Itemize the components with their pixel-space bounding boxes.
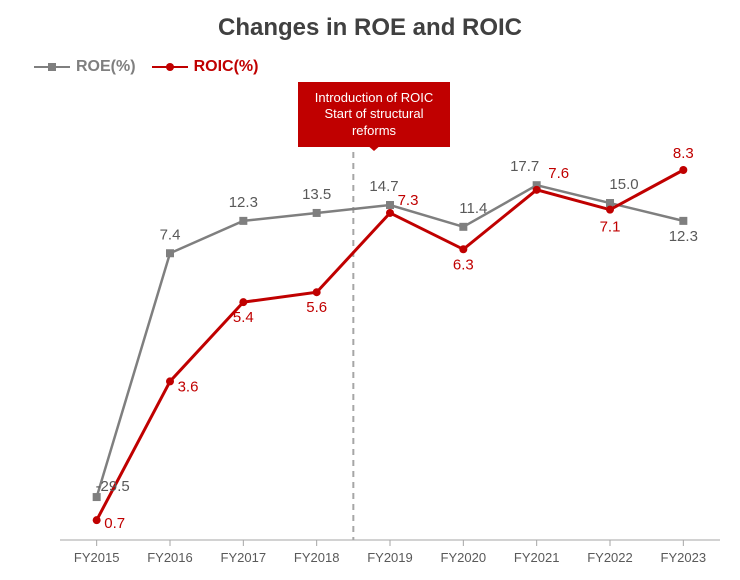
x-axis-label: FY2019 — [367, 550, 413, 565]
x-axis-label: FY2022 — [587, 550, 633, 565]
x-axis-label: FY2021 — [514, 550, 560, 565]
marker-circle — [533, 186, 541, 194]
marker-circle — [459, 245, 467, 253]
data-label: 7.1 — [600, 219, 621, 236]
marker-square — [313, 209, 321, 217]
x-axis-label: FY2018 — [294, 550, 340, 565]
data-label: 8.3 — [673, 145, 694, 162]
x-axis-label: FY2017 — [221, 550, 267, 565]
data-label: 11.4 — [459, 200, 487, 217]
marker-square — [679, 217, 687, 225]
marker-circle — [166, 377, 174, 385]
data-label: 14.7 — [369, 178, 398, 195]
data-label: 15.0 — [609, 176, 638, 193]
marker-circle — [679, 166, 687, 174]
data-label: 3.6 — [178, 378, 199, 395]
marker-circle — [93, 516, 101, 524]
chart-svg: FY2015 FY2016 FY2017 FY2018 FY2019 FY2020 FY20… — [0, 0, 740, 580]
data-label: 12.3 — [669, 228, 698, 245]
data-label: 17.7 — [510, 158, 539, 175]
x-axis-label: FY2023 — [661, 550, 707, 565]
data-label: 7.4 — [160, 226, 181, 243]
marker-square — [239, 217, 247, 225]
marker-square — [459, 223, 467, 231]
data-label: 0.7 — [104, 515, 125, 532]
data-label: -29.5 — [96, 478, 130, 495]
data-label: 7.3 — [398, 192, 419, 209]
x-axis-label: FY2015 — [74, 550, 120, 565]
marker-square — [166, 249, 174, 257]
data-label: 6.3 — [453, 256, 474, 273]
marker-circle — [313, 288, 321, 296]
data-label: 7.6 — [548, 165, 569, 182]
x-axis-label: FY2020 — [441, 550, 487, 565]
marker-circle — [386, 209, 394, 217]
marker-circle — [239, 298, 247, 306]
marker-square — [386, 201, 394, 209]
chart-container: { "chart": { "type": "line", "title": "C… — [0, 0, 740, 580]
series-line — [97, 185, 684, 497]
data-label: 5.6 — [306, 299, 327, 316]
series-line — [97, 170, 684, 520]
marker-circle — [606, 206, 614, 214]
data-label: 12.3 — [229, 194, 258, 211]
data-label: 13.5 — [302, 186, 331, 203]
data-label: 5.4 — [233, 309, 254, 326]
x-axis-label: FY2016 — [147, 550, 193, 565]
